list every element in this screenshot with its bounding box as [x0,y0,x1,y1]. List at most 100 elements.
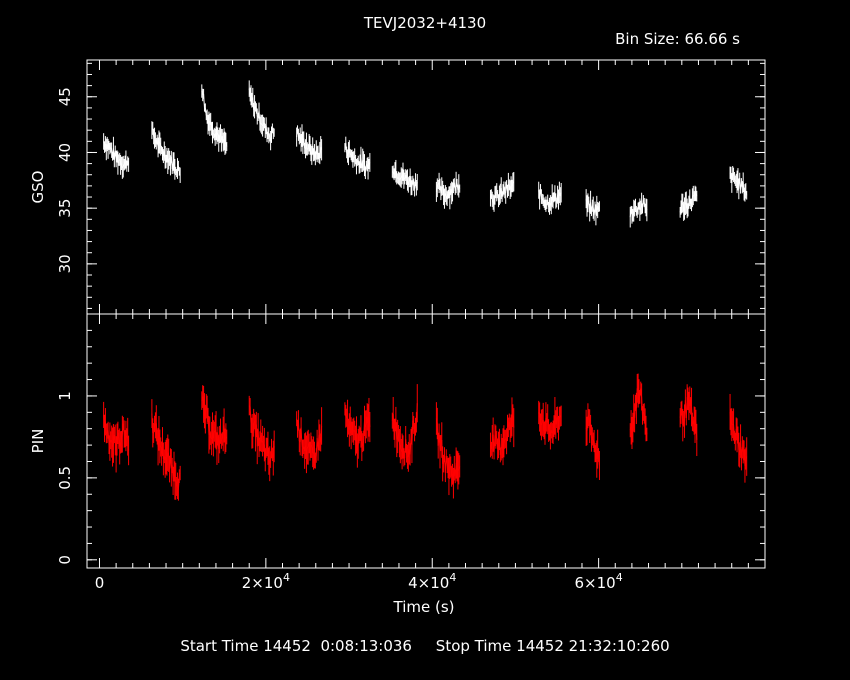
pin-xtick-label: 6×104 [575,571,623,592]
gso-data-point [591,205,594,208]
pin-data-point [598,454,600,466]
pin-data-point [644,421,647,429]
gso-data-point [201,90,204,96]
pin-data-point [411,420,414,446]
pin-data-point [557,418,560,429]
pin-data-point [502,441,505,447]
gso-data-point [642,199,645,203]
pin-data-point [220,431,222,442]
pin-data-point [257,429,260,448]
pin-data-point [398,433,400,444]
pin-data-point [686,396,689,400]
gso-data-point [745,190,748,196]
pin-data-point [248,405,251,407]
pin-data-point [178,472,181,477]
pin-data-point [556,417,559,420]
gso-data-point [270,134,272,141]
gso-data-point [501,190,504,197]
gso-data-point [260,123,263,125]
pin-data-point [588,417,591,427]
gso-data-point [158,141,161,144]
gso-data-point [544,203,547,206]
pin-data-point [593,440,596,454]
gso-data-point [160,146,163,151]
pin-data-point [497,444,500,450]
gso-data-point [493,195,496,204]
gso-data-point [396,177,398,179]
pin-data-point [552,426,555,433]
pin-data-point [202,396,205,405]
pin-data-point [346,417,348,419]
gso-segment [296,124,323,166]
gso-data-point [441,186,444,189]
gso-data-point [458,185,461,189]
pin-data-point [448,466,451,477]
pin-data-point [347,418,349,427]
pin-ytick-label: 0 [56,555,74,565]
pin-data-point [174,480,177,482]
pin-data-point [503,439,506,442]
pin-data-point [344,408,347,417]
pin-data-point [155,423,158,438]
gso-data-point [216,132,219,135]
pin-data-point [177,476,180,490]
pin-data-point [685,397,688,418]
pin-data-point [682,418,685,426]
pin-data-point [351,428,354,431]
gso-data-point [152,128,155,137]
pin-data-point [309,445,312,452]
pin-data-point [494,434,497,438]
gso-data-point [412,180,415,185]
gso-data-point [159,142,162,147]
gso-data-point [409,177,412,186]
pin-data-point [445,455,448,465]
gso-data-point [362,159,364,162]
gso-data-point [633,208,636,211]
pin-segment [679,384,698,457]
gso-data-point [403,178,406,180]
pin-data-point [263,443,265,445]
pin-data-point [745,456,748,459]
pin-data-point [258,441,261,448]
pin-data-point [317,434,320,452]
pin-data-point [360,431,363,447]
pin-data-point [307,446,309,449]
pin-segment [538,397,562,450]
pin-data-point [645,428,648,435]
pin-data-point [151,413,154,433]
pin-data-point [260,435,263,443]
pin-data-point [266,446,269,449]
gso-data-point [547,199,550,208]
gso-data-point [210,121,213,129]
pin-data-point [454,463,457,477]
gso-data-point [641,199,644,209]
gso-segment [679,185,698,221]
gso-data-point [491,199,494,203]
pin-data-point [175,481,178,487]
gso-data-point [363,160,365,166]
gso-segment [585,189,600,226]
pin-data-point [493,435,496,453]
pin-data-point [173,466,176,481]
gso-ytick-label: 35 [56,199,74,218]
gso-segment [435,171,461,210]
gso-data-point [400,176,403,178]
pin-segment [296,407,323,474]
gso-data-point [255,108,258,117]
gso-data-point [268,135,271,138]
pin-ytick-label: 0.5 [56,466,74,490]
pin-segment [435,402,461,499]
pin-data-point [501,446,504,449]
pin-data-point [313,452,315,456]
gso-data-point [368,162,371,165]
pin-data-point [496,437,499,450]
gso-data-point [446,194,449,199]
gso-data-point [127,160,130,165]
pin-data-point [559,415,562,417]
gso-data-point [305,143,308,149]
gso-data-point [117,160,120,164]
gso-frame [86,59,766,315]
pin-data-point [345,416,348,418]
gso-data-point [406,177,408,181]
pin-xtick-label: 0 [95,574,105,592]
